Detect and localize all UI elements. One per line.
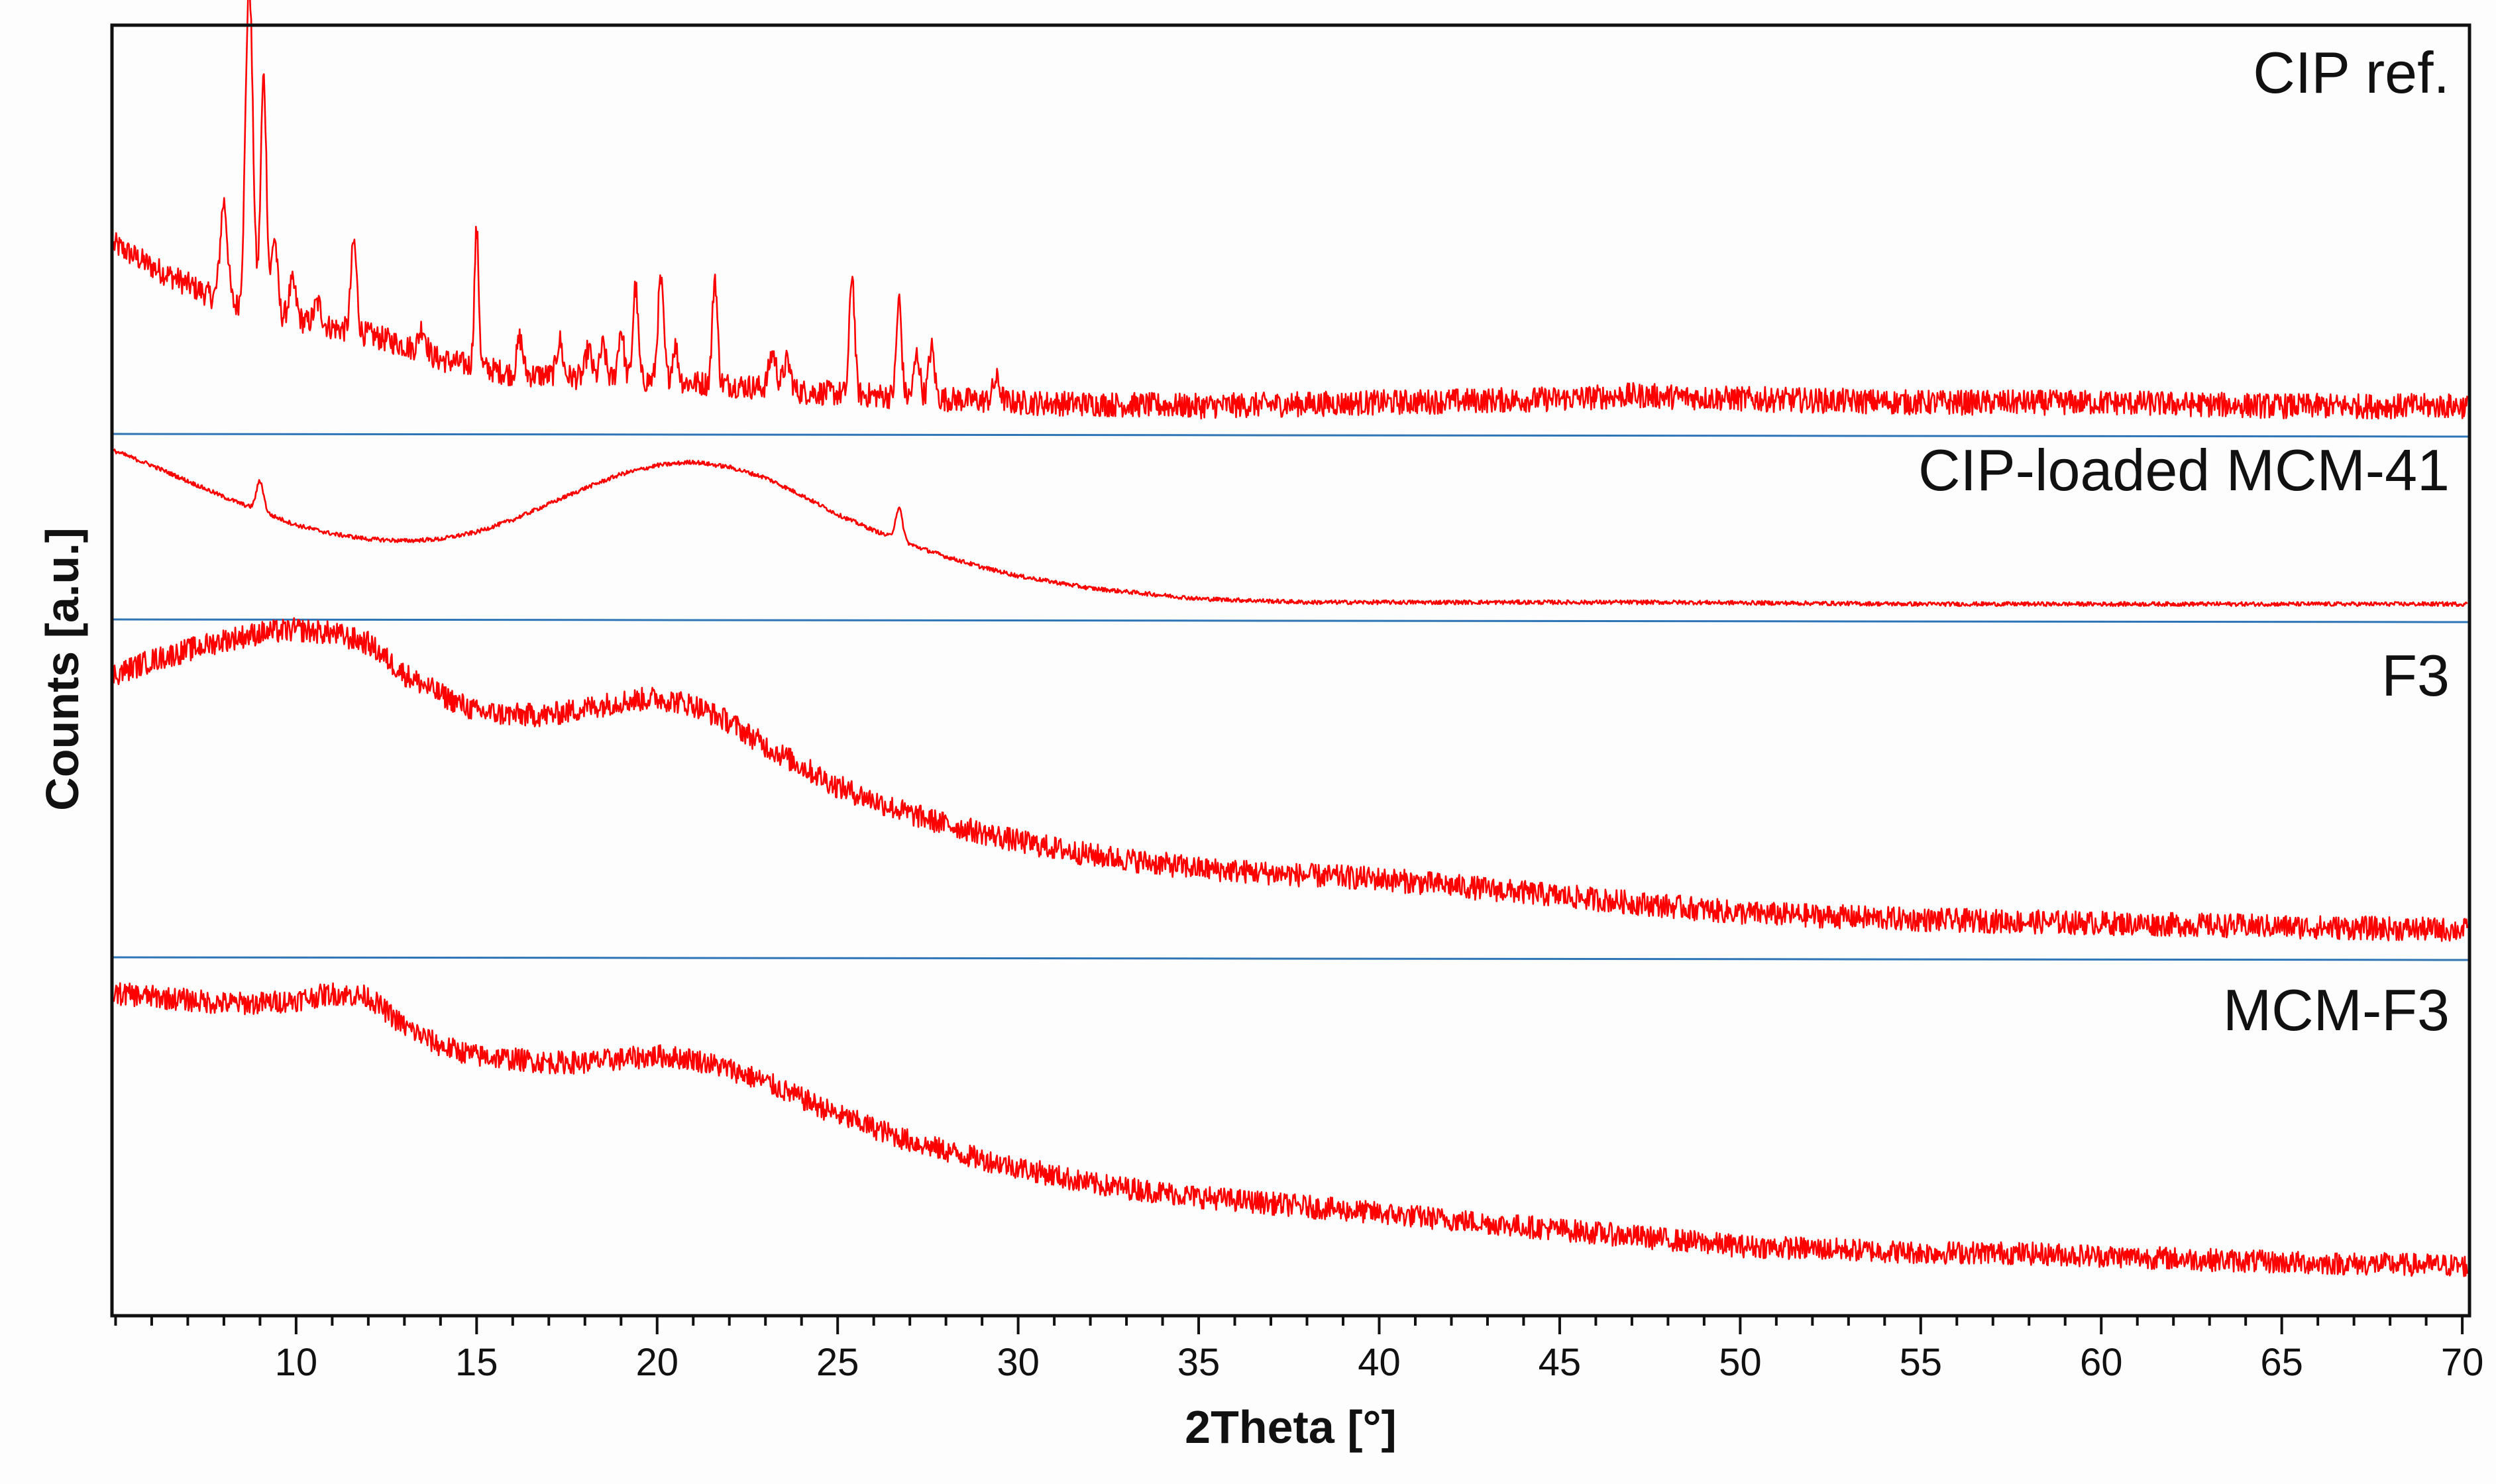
x-tick-label: 70 <box>2441 1341 2484 1384</box>
x-tick-label: 15 <box>455 1341 498 1384</box>
series-line <box>113 982 2468 1277</box>
panel-separator <box>111 618 2470 623</box>
x-tick-label: 40 <box>1358 1341 1401 1384</box>
x-axis-title: 2Theta [°] <box>1185 1401 1397 1453</box>
x-tick-label: 25 <box>816 1341 859 1384</box>
y-axis-title: Counts [a.u.] <box>36 527 88 811</box>
x-tick-label: 35 <box>1177 1341 1221 1384</box>
plot-frame <box>110 23 2471 1318</box>
series-label: CIP-loaded MCM-41 <box>1918 437 2450 503</box>
series-line <box>113 0 2468 420</box>
x-tick-label: 55 <box>1900 1341 1943 1384</box>
panel-separator <box>111 956 2470 961</box>
series-line <box>113 617 2468 942</box>
x-tick-label: 50 <box>1719 1341 1762 1384</box>
series-line <box>113 449 2468 608</box>
series-label: MCM-F3 <box>2223 977 2450 1043</box>
x-tick-label: 30 <box>997 1341 1040 1384</box>
x-tick-label: 60 <box>2080 1341 2123 1384</box>
plot-area-background <box>112 25 2469 1316</box>
series-label: F3 <box>2381 643 2450 708</box>
x-tick-label: 20 <box>635 1341 678 1384</box>
x-tick-label: 45 <box>1539 1341 1582 1384</box>
series-label: CIP ref. <box>2253 40 2450 105</box>
panel-separator <box>111 433 2470 438</box>
x-tick-label: 10 <box>275 1341 318 1384</box>
x-tick-label: 65 <box>2260 1341 2303 1384</box>
